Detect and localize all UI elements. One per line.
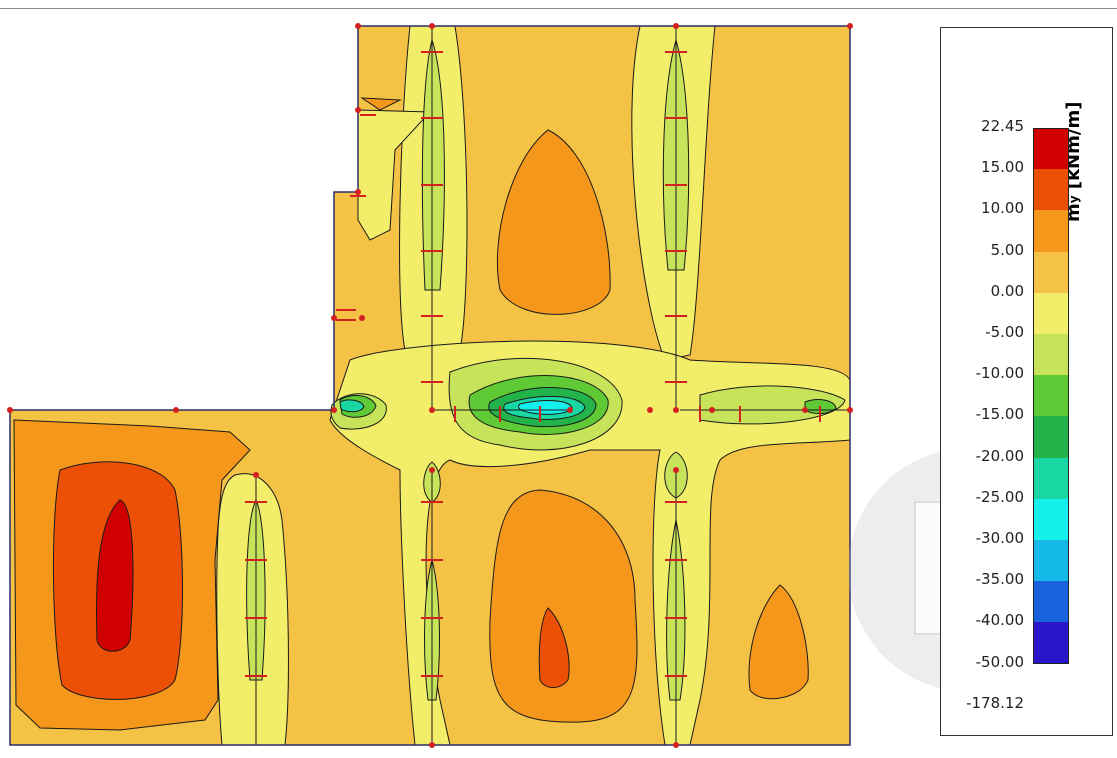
- node-point: [673, 467, 679, 473]
- node-point: [429, 742, 435, 748]
- contour-zone-center-bottom-orange: [489, 489, 638, 723]
- contour-zone-horizontal-yellow: [329, 340, 851, 746]
- legend-level-label: -35.00: [975, 570, 1024, 589]
- legend-color-swatch: [1033, 334, 1069, 376]
- contour-zone-center-cyan: [518, 400, 573, 415]
- legend-level-label: -25.00: [975, 487, 1024, 506]
- legend-color-swatch: [1033, 416, 1069, 458]
- contour-zone-right-lightgreen: [699, 385, 846, 425]
- red-contour-zones: [52, 461, 570, 700]
- node-point: [429, 407, 435, 413]
- node-point: [709, 407, 715, 413]
- legend-color-swatch: [1033, 540, 1069, 582]
- legend-level-label: -40.00: [975, 611, 1024, 630]
- node-point: [331, 315, 337, 321]
- node-point: [802, 407, 808, 413]
- legend-color-swatch: [1033, 375, 1069, 417]
- legend-color-swatch: [1033, 128, 1069, 170]
- node-point: [673, 742, 679, 748]
- legend-level-label: 5.00: [990, 240, 1024, 259]
- legend-level-label: -10.00: [975, 364, 1024, 383]
- node-point: [673, 407, 679, 413]
- node-point: [331, 407, 337, 413]
- legend-color-swatch: [1033, 210, 1069, 252]
- legend-level-label: -20.00: [975, 446, 1024, 465]
- node-point: [647, 407, 653, 413]
- legend-level-label: 22.45: [981, 117, 1024, 135]
- viewport-top-border: [0, 8, 1117, 9]
- legend-panel: [940, 27, 1113, 736]
- legend-level-label: 15.00: [981, 158, 1024, 177]
- node-point: [355, 189, 361, 195]
- legend-level-label: 10.00: [981, 199, 1024, 218]
- legend-color-swatch: [1033, 169, 1069, 211]
- legend-level-label: -5.00: [985, 323, 1024, 341]
- legend-level-label: 0.00: [990, 281, 1024, 300]
- node-point: [429, 23, 435, 29]
- contour-zone-right-bottom-orange: [748, 584, 809, 700]
- node-point: [429, 467, 435, 473]
- node-point: [173, 407, 179, 413]
- legend-color-swatch: [1033, 251, 1069, 293]
- node-point: [567, 407, 573, 413]
- node-point: [355, 107, 361, 113]
- green-contour-zones: [339, 375, 837, 435]
- node-point: [359, 315, 365, 321]
- legend-level-label: -50.00: [975, 652, 1024, 671]
- contour-zone-center-red-orange: [538, 607, 570, 688]
- legend-title-subscript: y: [1067, 195, 1081, 204]
- wall-lines: [255, 26, 850, 745]
- node-points: [7, 23, 853, 748]
- contour-zone-center-top-orange: [497, 129, 611, 315]
- legend-level-label: -30.00: [975, 529, 1024, 547]
- legend-color-swatch: [1033, 498, 1069, 540]
- node-point: [847, 23, 853, 29]
- legend-color-swatch: [1033, 292, 1069, 334]
- support-markers: [245, 51, 821, 677]
- node-point: [253, 472, 259, 478]
- legend-color-swatch: [1033, 622, 1069, 664]
- node-point: [673, 23, 679, 29]
- legend-level-label: -15.00: [975, 405, 1024, 424]
- legend-color-swatch: [1033, 581, 1069, 623]
- contour-zone-top-left-orange: [360, 97, 402, 111]
- node-point: [7, 407, 13, 413]
- legend-color-swatch: [1033, 457, 1069, 499]
- node-point: [355, 23, 361, 29]
- legend-level-label: -178.12: [966, 693, 1024, 712]
- contour-zone-corner-teal: [339, 399, 365, 413]
- contour-zone-left-red: [95, 499, 134, 652]
- node-point: [847, 407, 853, 413]
